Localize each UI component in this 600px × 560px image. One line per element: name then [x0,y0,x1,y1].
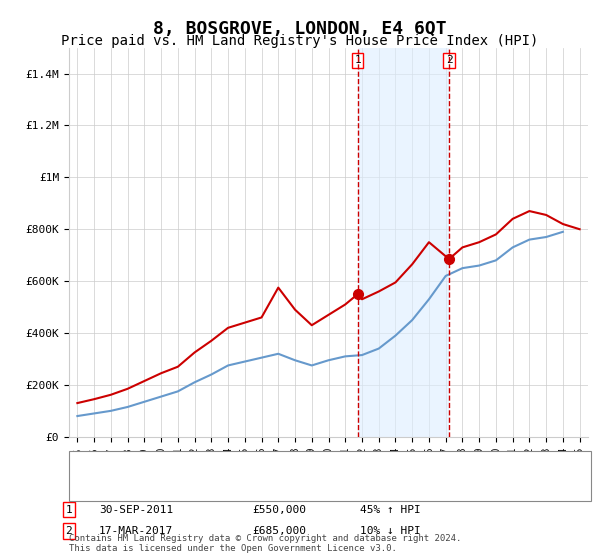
Text: Contains HM Land Registry data © Crown copyright and database right 2024.
This d: Contains HM Land Registry data © Crown c… [69,534,461,553]
Text: 1: 1 [355,55,361,66]
Text: £550,000: £550,000 [252,505,306,515]
Text: HPI: Average price, detached house, Waltham Forest: HPI: Average price, detached house, Walt… [111,482,449,492]
Text: 30-SEP-2011: 30-SEP-2011 [99,505,173,515]
Text: 2: 2 [65,526,73,536]
Text: Price paid vs. HM Land Registry's House Price Index (HPI): Price paid vs. HM Land Registry's House … [61,34,539,48]
Text: 8, BOSGROVE, LONDON, E4 6QT: 8, BOSGROVE, LONDON, E4 6QT [153,20,447,38]
Text: 8, BOSGROVE, LONDON, E4 6QT (detached house): 8, BOSGROVE, LONDON, E4 6QT (detached ho… [111,458,408,468]
Bar [358,48,449,437]
Text: 45% ↑ HPI: 45% ↑ HPI [360,505,421,515]
Text: 1: 1 [65,505,73,515]
Text: £685,000: £685,000 [252,526,306,536]
Text: 10% ↓ HPI: 10% ↓ HPI [360,526,421,536]
Text: 2: 2 [446,55,452,66]
Text: 17-MAR-2017: 17-MAR-2017 [99,526,173,536]
